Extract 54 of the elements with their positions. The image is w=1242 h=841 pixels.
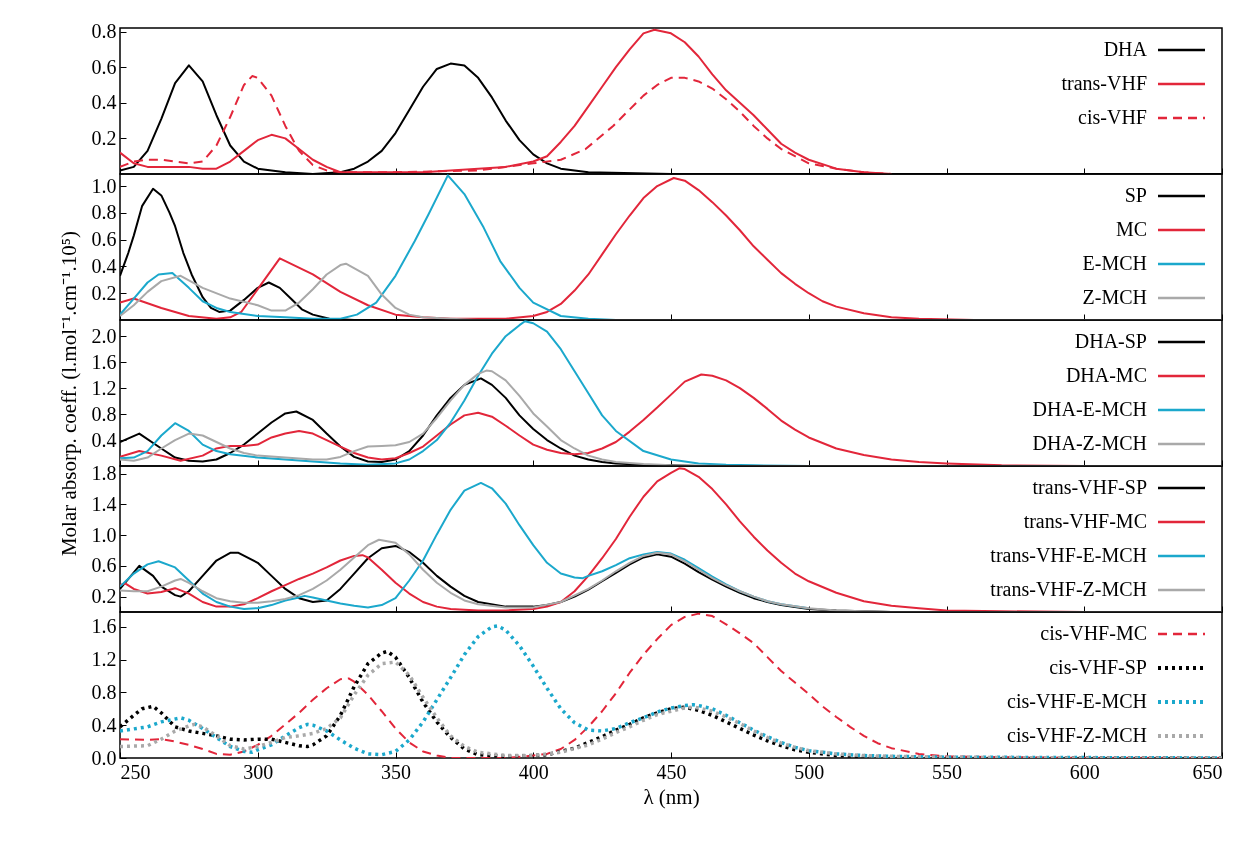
legend-label: E-MCH <box>1082 252 1147 274</box>
legend-label: SP <box>1124 184 1147 206</box>
legend-label: DHA-MC <box>1065 364 1147 386</box>
y-tick-label: 1.2 <box>91 648 117 671</box>
x-tick-label: 350 <box>381 760 411 783</box>
y-tick-label: 0.4 <box>91 254 117 277</box>
legend-label: DHA-E-MCH <box>1032 398 1147 420</box>
legend-label: trans-VHF-Z-MCH <box>990 578 1147 600</box>
y-tick-label: 1.0 <box>91 174 117 197</box>
y-tick-label: 0.8 <box>91 20 117 43</box>
legend-label: trans-VHF-MC <box>1023 510 1147 532</box>
legend-label: DHA <box>1103 38 1148 60</box>
y-tick-label: 0.8 <box>91 201 117 224</box>
y-tick-label: 0.2 <box>91 126 117 149</box>
y-tick-label: 1.6 <box>91 615 117 638</box>
x-tick-label: 250 <box>120 760 151 783</box>
legend-label: DHA-SP <box>1074 330 1147 352</box>
y-tick-label: 1.0 <box>91 523 117 546</box>
x-tick-label: 400 <box>518 760 549 783</box>
x-tick-label: 500 <box>794 760 825 783</box>
y-tick-label: 1.4 <box>91 492 117 515</box>
y-tick-label: 2.0 <box>91 324 117 347</box>
legend-label: trans-VHF-E-MCH <box>990 544 1147 566</box>
y-tick-label: 0.8 <box>91 680 117 703</box>
legend-label: cis-VHF-MC <box>1040 622 1147 644</box>
legend-label: cis-VHF-E-MCH <box>1007 690 1147 712</box>
y-tick-label: 0.6 <box>91 228 117 251</box>
y-tick-label: 0.0 <box>91 746 117 769</box>
x-tick-label: 600 <box>1069 760 1100 783</box>
legend-label: DHA-Z-MCH <box>1032 432 1147 454</box>
y-tick-label: 0.6 <box>91 554 117 577</box>
legend-label: trans-VHF <box>1061 72 1147 94</box>
x-axis-title: λ (nm) <box>643 784 700 809</box>
legend-label: cis-VHF-Z-MCH <box>1007 724 1147 746</box>
x-tick-label: 300 <box>243 760 274 783</box>
y-tick-label: 1.8 <box>91 462 117 485</box>
y-tick-label: 0.6 <box>91 55 117 78</box>
y-axis-title: Molar absorp. coeff. (l.mol⁻¹.cm⁻¹.10⁵) <box>56 230 81 557</box>
x-tick-label: 450 <box>656 760 687 783</box>
y-tick-label: 0.4 <box>91 713 117 736</box>
y-tick-label: 0.4 <box>91 428 117 451</box>
y-tick-label: 0.2 <box>91 281 117 304</box>
y-tick-label: 0.4 <box>91 91 117 114</box>
y-tick-label: 0.8 <box>91 402 117 425</box>
legend-label: cis-VHF <box>1078 106 1147 128</box>
y-tick-label: 1.2 <box>91 376 117 399</box>
x-tick-label: 550 <box>932 760 962 783</box>
x-tick-label: 650 <box>1192 760 1223 783</box>
legend-label: Z-MCH <box>1082 286 1147 308</box>
legend-label: MC <box>1115 218 1147 240</box>
y-tick-label: 0.2 <box>91 585 117 608</box>
legend-label: trans-VHF-SP <box>1032 476 1147 498</box>
y-tick-label: 1.6 <box>91 350 117 373</box>
legend-label: cis-VHF-SP <box>1049 656 1147 678</box>
